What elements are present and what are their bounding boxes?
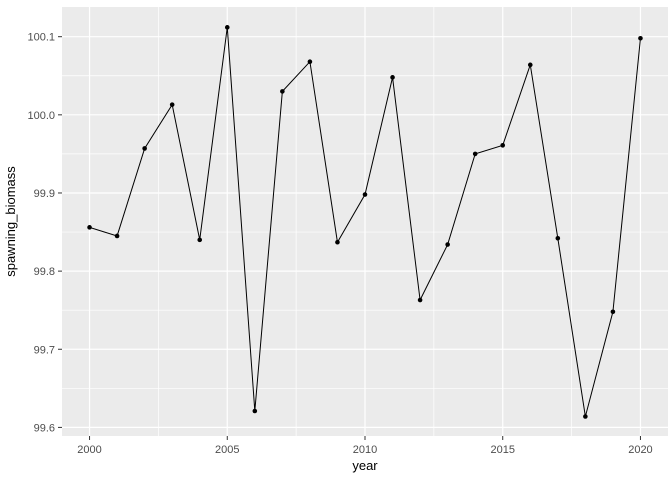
- y-tick-label: 99.6: [34, 422, 55, 434]
- data-point: [197, 237, 203, 243]
- axis-ticks: [58, 36, 641, 440]
- data-point: [445, 242, 450, 247]
- data-point: [610, 309, 616, 315]
- data-point: [500, 143, 506, 148]
- data-series: [87, 25, 643, 419]
- data-point: [169, 102, 175, 107]
- data-point: [114, 233, 120, 239]
- y-tick-label: 99.8: [34, 266, 55, 278]
- y-tick-label: 99.9: [34, 188, 55, 200]
- data-point: [87, 225, 92, 230]
- x-axis-title: year: [352, 458, 378, 473]
- x-tick-label: 2020: [628, 444, 652, 456]
- data-point: [527, 62, 533, 68]
- data-point: [417, 297, 423, 303]
- y-tick-label: 100.0: [27, 110, 55, 122]
- data-point: [142, 146, 147, 151]
- data-point: [583, 414, 588, 419]
- data-point: [390, 75, 395, 80]
- x-tick-label: 2005: [215, 444, 239, 456]
- data-point: [252, 408, 258, 414]
- y-axis-title: spawning_biomass: [3, 166, 18, 277]
- x-tick-label: 2000: [77, 444, 101, 456]
- data-point: [224, 25, 230, 30]
- x-tick-label: 2015: [490, 444, 514, 456]
- data-point: [362, 192, 368, 197]
- data-point: [638, 35, 643, 41]
- data-point: [280, 89, 285, 94]
- data-point: [472, 151, 478, 157]
- y-tick-label: 100.1: [27, 32, 55, 44]
- y-tick-label: 99.7: [34, 344, 55, 356]
- y-axis-tick-labels: 99.6 99.7 99.8 99.9 100.0 100.1: [27, 32, 55, 435]
- data-point: [307, 59, 313, 64]
- data-point: [555, 236, 561, 241]
- x-tick-label: 2010: [353, 444, 377, 456]
- data-point: [335, 239, 340, 245]
- x-axis-tick-labels: 2000 2005 2010 2015 2020: [77, 444, 652, 456]
- major-gridlines: [62, 7, 668, 436]
